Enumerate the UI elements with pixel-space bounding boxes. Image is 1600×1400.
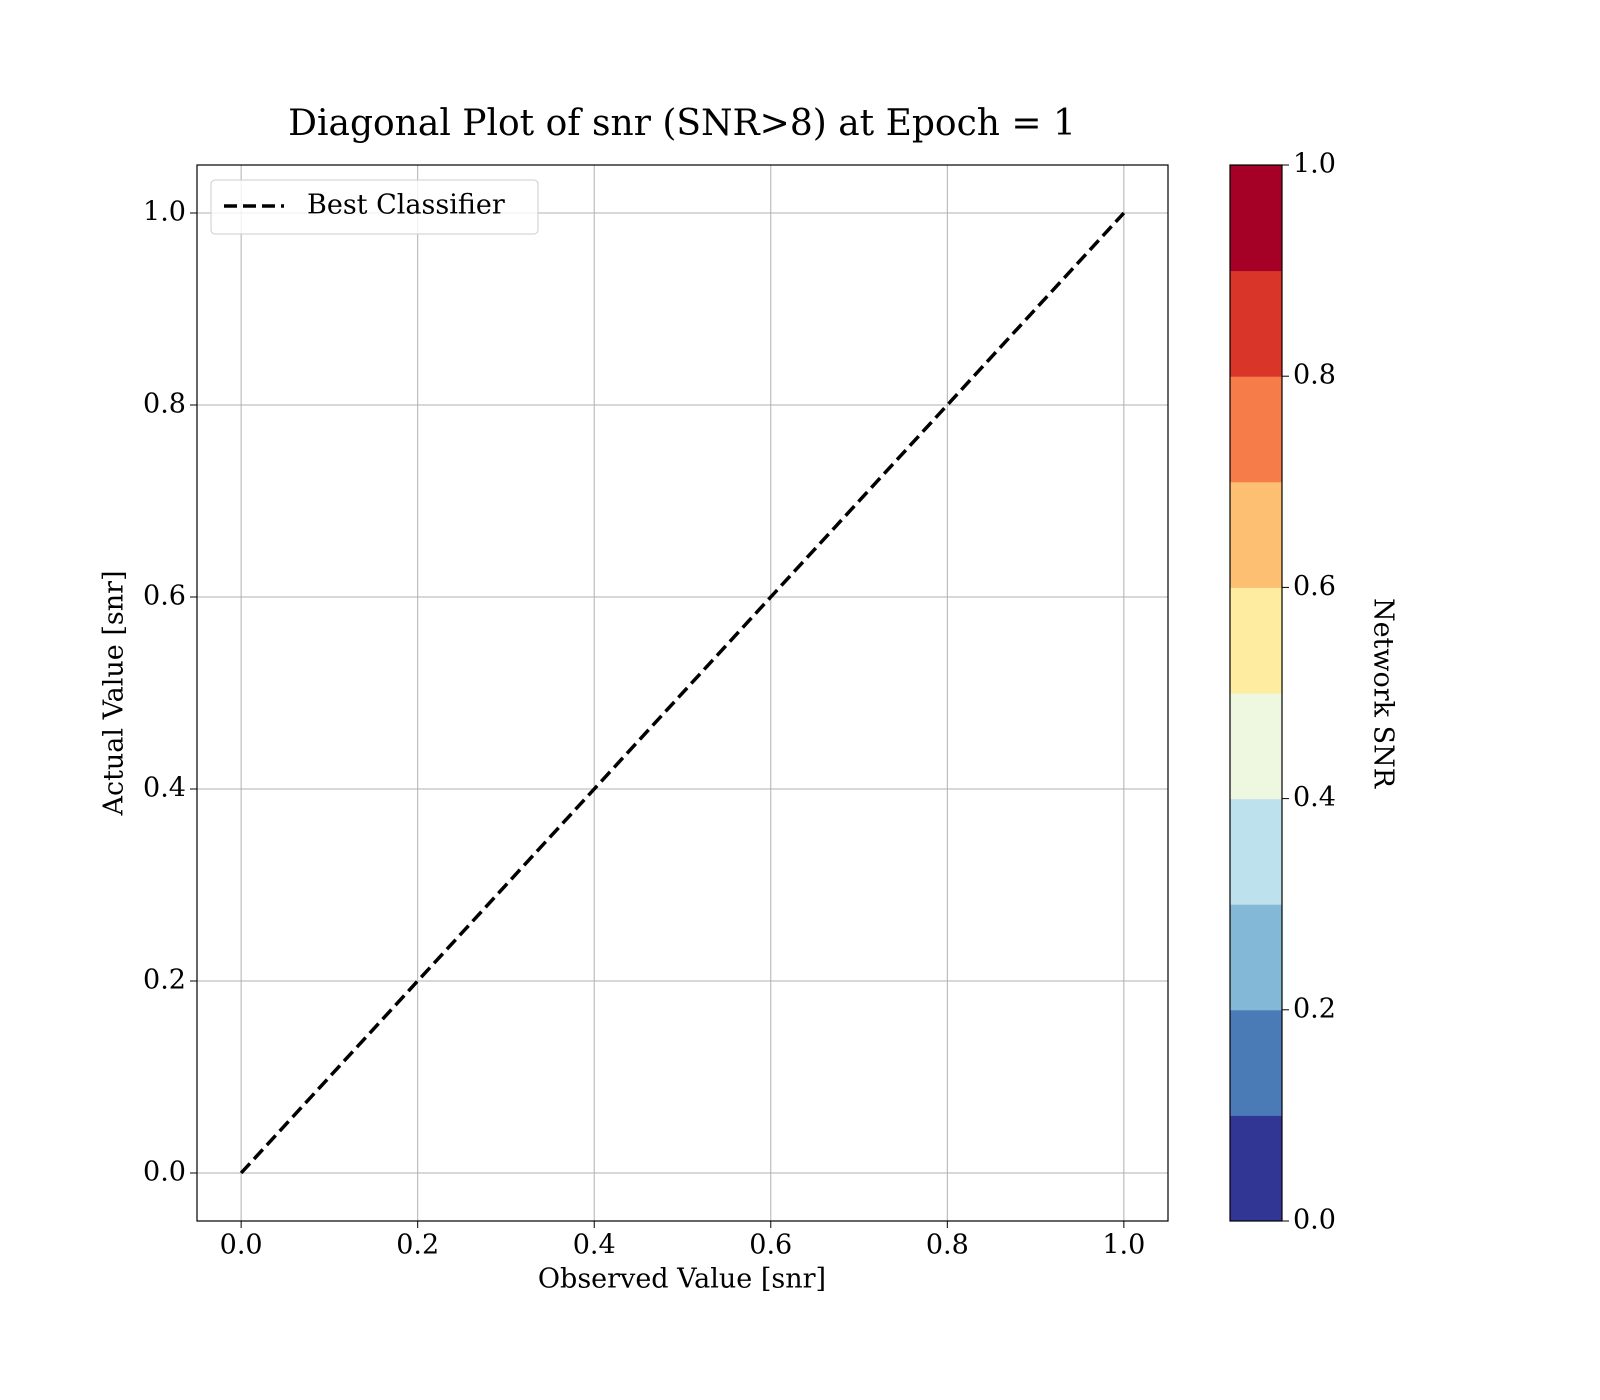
colorbar-band [1230, 798, 1282, 905]
x-tick-label: 0.2 [396, 1230, 439, 1261]
x-tick-label: 0.4 [573, 1230, 616, 1261]
colorbar-band [1230, 481, 1282, 588]
y-tick-label: 1.0 [143, 197, 186, 228]
x-axis-label: Observed Value [snr] [538, 1264, 826, 1295]
colorbar-tick-label: 0.2 [1293, 993, 1336, 1024]
colorbar-tick-label: 0.0 [1293, 1205, 1336, 1236]
legend-box [210, 179, 539, 235]
colorbar-frame [1229, 164, 1283, 1222]
y-tick-label: 0.8 [143, 389, 186, 420]
colorbar-band [1230, 376, 1282, 483]
colorbar-band [1230, 165, 1282, 272]
colorbar-tick-label: 1.0 [1293, 149, 1336, 180]
chart-title: Diagonal Plot of snr (SNR>8) at Epoch = … [288, 103, 1076, 144]
colorbar-tick-label: 0.6 [1293, 571, 1336, 602]
y-tick-label: 0.0 [143, 1157, 186, 1188]
y-tick-label: 0.4 [143, 773, 186, 804]
series-line [239, 211, 1126, 1175]
colorbar-band [1230, 904, 1282, 1011]
y-axis-label: Actual Value [snr] [99, 570, 130, 816]
x-tick-label: 0.8 [926, 1230, 969, 1261]
colorbar-band [1230, 1115, 1282, 1222]
y-tick-label: 0.2 [143, 965, 186, 996]
x-tick-label: 0.6 [749, 1230, 792, 1261]
colorbar-band [1230, 1009, 1282, 1116]
colorbar-band [1230, 693, 1282, 800]
legend-label: Best Classifier [307, 190, 505, 221]
x-tick-label: 1.0 [1102, 1230, 1145, 1261]
colorbar-band [1230, 587, 1282, 694]
colorbar-tick-label: 0.8 [1293, 360, 1336, 391]
y-tick-label: 0.6 [143, 581, 186, 612]
x-tick-label: 0.0 [220, 1230, 263, 1261]
colorbar-label: Network SNR [1368, 598, 1399, 789]
colorbar-tick-label: 0.4 [1293, 782, 1336, 813]
plot-frame [196, 164, 1169, 1222]
colorbar-band [1230, 270, 1282, 377]
